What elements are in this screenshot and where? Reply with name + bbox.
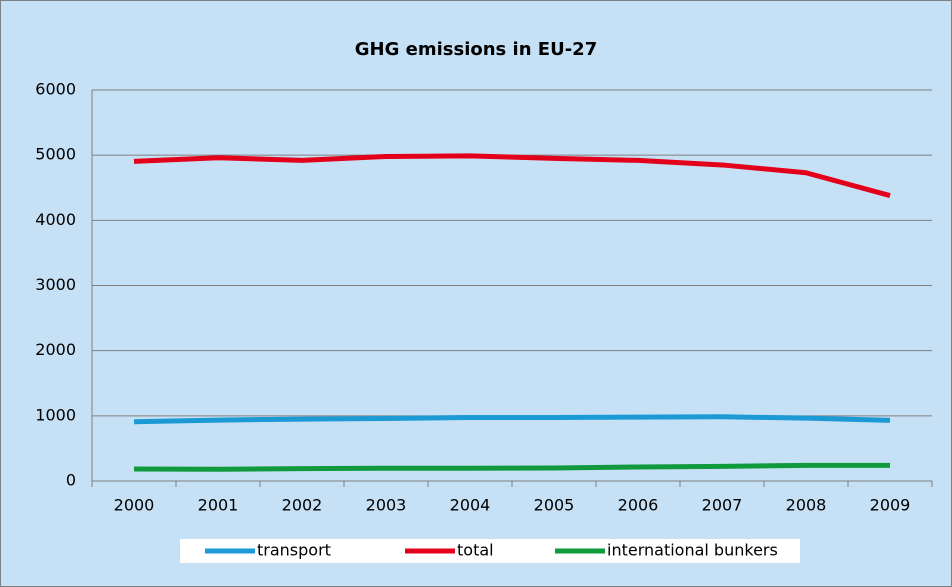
x-tick-label: 2006 [618, 496, 659, 515]
y-tick-label: 0 [66, 471, 76, 490]
x-tick-label: 2002 [282, 496, 323, 515]
x-tick-label: 2008 [786, 496, 827, 515]
x-tick-label: 2007 [702, 496, 743, 515]
x-tick-label: 2005 [534, 496, 575, 515]
legend-box [180, 539, 800, 563]
y-tick-label: 1000 [35, 405, 76, 424]
legend-label: total [457, 541, 494, 560]
y-tick-label: 5000 [35, 145, 76, 164]
x-tick-label: 2009 [870, 496, 911, 515]
series-line [133, 414, 891, 425]
x-tick-label: 2004 [450, 496, 491, 515]
y-tick-label: 2000 [35, 340, 76, 359]
chart-title: GHG emissions in EU-27 [355, 39, 597, 60]
x-tick-label: 2003 [366, 496, 407, 515]
series-line [133, 462, 890, 472]
y-tick-label: 4000 [35, 210, 76, 229]
legend-label: international bunkers [607, 541, 778, 560]
series-line [133, 153, 891, 198]
y-tick-label: 3000 [35, 275, 76, 294]
y-tick-label: 6000 [35, 80, 76, 99]
legend-label: transport [257, 541, 331, 560]
x-tick-label: 2001 [198, 496, 239, 515]
x-tick-label: 2000 [114, 496, 155, 515]
